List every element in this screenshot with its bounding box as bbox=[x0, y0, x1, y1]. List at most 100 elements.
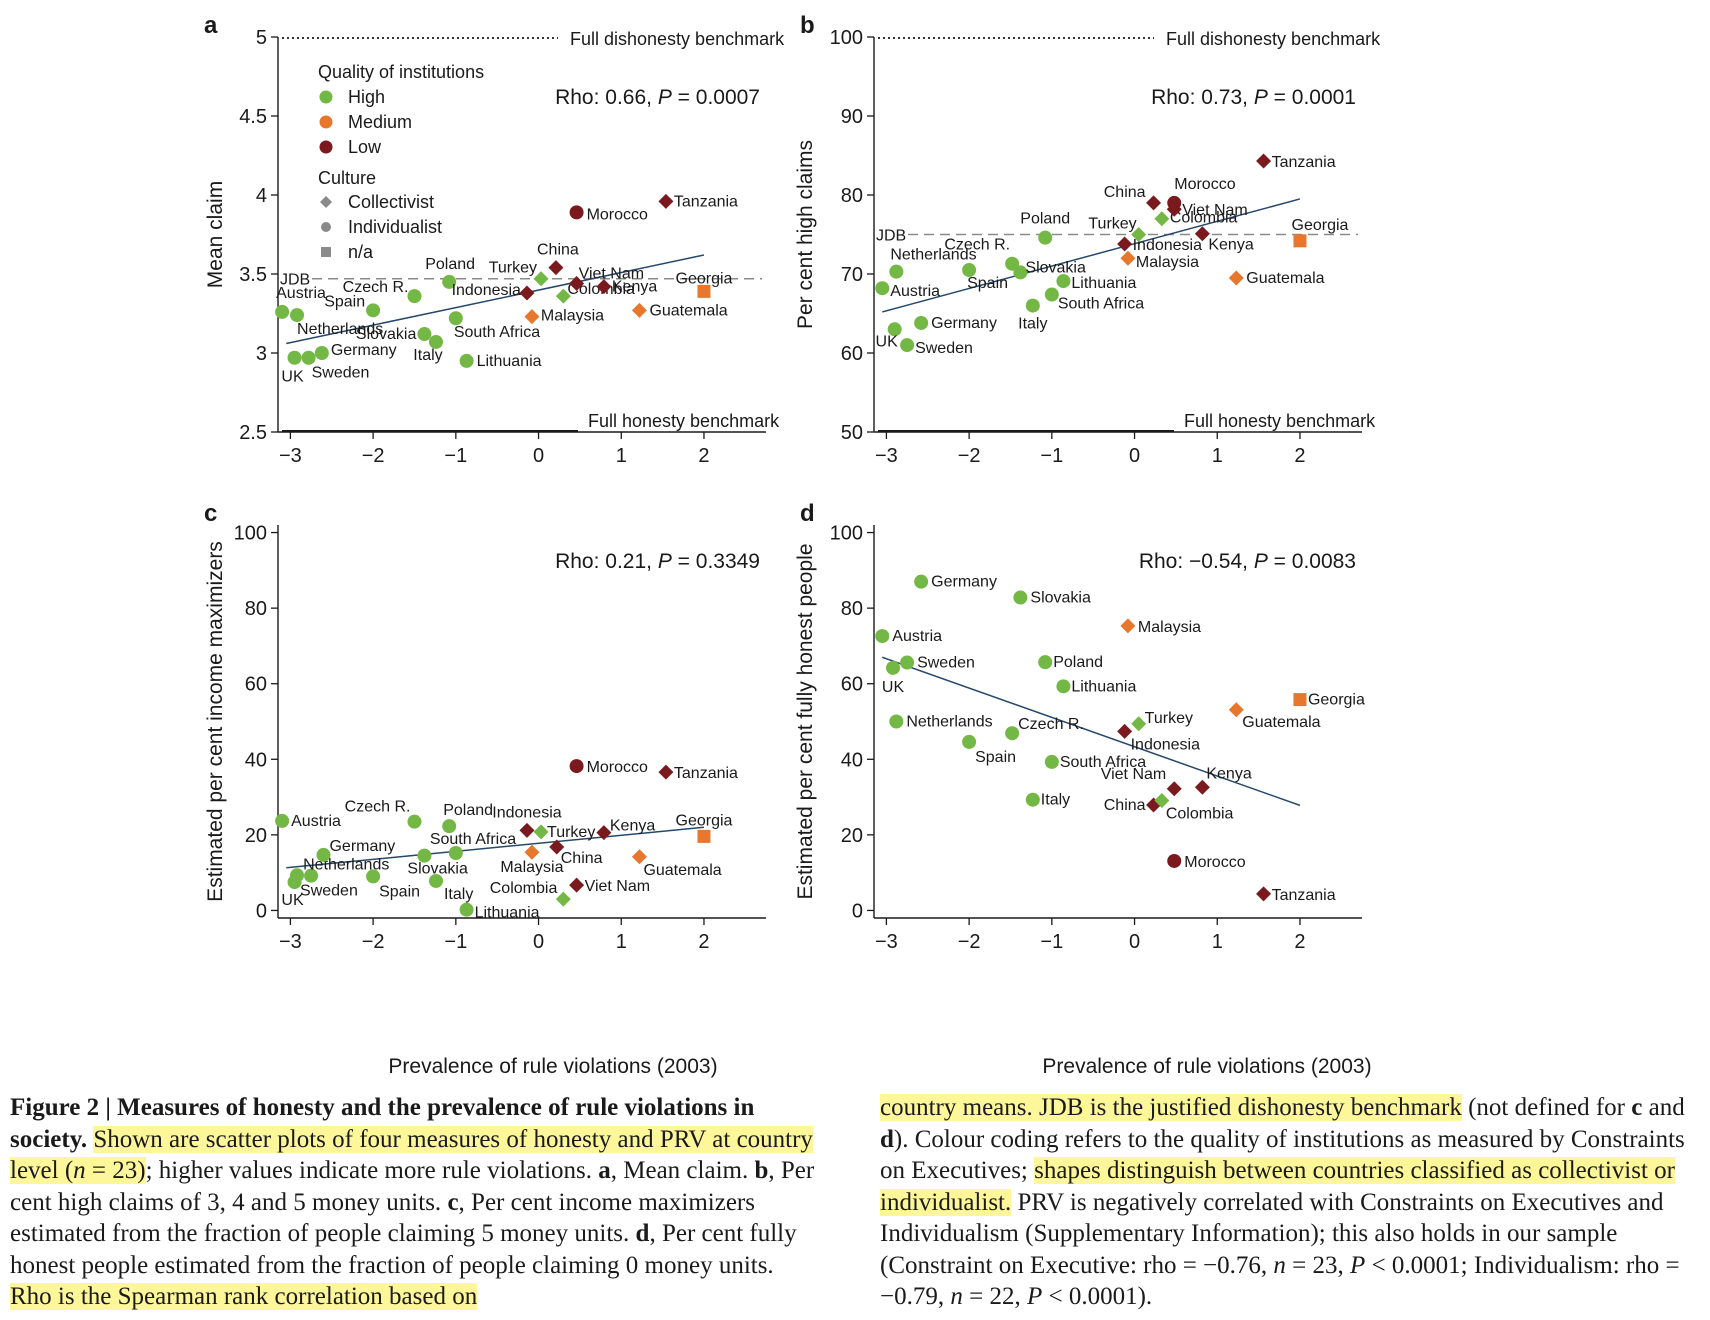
panel-c-point-lithuania bbox=[459, 902, 474, 917]
panel-d-point-czech-r bbox=[1005, 726, 1020, 741]
panel-b-label-guatemala: Guatemala bbox=[1246, 270, 1324, 287]
panel-a-point-malaysia bbox=[524, 309, 540, 325]
panel-c-y-tick-label: 80 bbox=[245, 598, 267, 620]
panel-b-point-viet-nam bbox=[1166, 201, 1182, 217]
panel-d-point-turkey bbox=[1131, 716, 1147, 732]
panel-d-y-tick-label: 0 bbox=[852, 900, 863, 922]
figure-2-scatter-panels: a 2.5 3 3.5 4 4.5 5 −3 −2 −1 0 1 2 Mean claim Full dis… bbox=[204, 12, 1381, 1078]
panel-a: a 2.5 3 3.5 4 4.5 5 −3 −2 −1 0 1 2 Mean claim Full dis… bbox=[204, 12, 785, 467]
panel-b: b 50 60 70 80 90 100 −3 −2 −1 0 1 2 Per cent high cla… bbox=[794, 12, 1381, 467]
caption-text-r4d: = 22, bbox=[962, 1283, 1027, 1310]
panel-a-label-czech-r: Czech R. bbox=[343, 279, 409, 296]
panel-b-label-viet-nam: Viet Nam bbox=[1182, 202, 1248, 219]
panel-d-point-germany bbox=[914, 574, 929, 589]
panel-a-label-turkey: Turkey bbox=[489, 260, 537, 277]
panel-b-point-uk bbox=[887, 322, 902, 337]
panel-c-point-morocco bbox=[569, 759, 584, 774]
panel-d-label-morocco: Morocco bbox=[1184, 854, 1245, 871]
panel-b-label-turkey: Turkey bbox=[1088, 216, 1136, 233]
panel-a-x-tick-label: 0 bbox=[533, 445, 544, 467]
legend-collectivist-label: Collectivist bbox=[348, 192, 434, 212]
panel-d-x-tick-label: −2 bbox=[958, 931, 981, 953]
panel-a-point-indonesia bbox=[519, 285, 535, 301]
caption-text-d: , Per cent fully honest people estimated… bbox=[10, 1220, 797, 1279]
panel-a-x-tick-label: −3 bbox=[279, 445, 302, 467]
panel-a-label-netherlands: Netherlands bbox=[297, 321, 383, 338]
panel-d-label-south-africa: South Africa bbox=[1060, 754, 1146, 771]
legend-collectivist-marker bbox=[320, 196, 332, 208]
panel-b-fit-line bbox=[882, 198, 1301, 313]
panel-a-label-malaysia: Malaysia bbox=[541, 308, 604, 325]
panel-d-label-china: China bbox=[1104, 797, 1146, 814]
panel-d-rho-annotation: Rho: −0.54, P = 0.0083 bbox=[1139, 550, 1356, 573]
panel-d-y-tick-label: 60 bbox=[841, 674, 863, 696]
panel-c-label-lithuania: Lithuania bbox=[475, 905, 540, 922]
caption-text-1b: = 23) bbox=[85, 1157, 146, 1184]
panel-c-x-tick-label: 1 bbox=[616, 931, 627, 953]
panel-d-point-kenya bbox=[1194, 779, 1210, 795]
panel-b-point-colombia bbox=[1154, 211, 1170, 227]
panel-a-point-colombia bbox=[555, 288, 571, 304]
panel-c-point-kenya bbox=[596, 825, 612, 841]
panel-b-label-lithuania: Lithuania bbox=[1071, 275, 1136, 292]
panel-d-label-slovakia: Slovakia bbox=[1030, 590, 1091, 607]
panel-d-y-tick-label: 20 bbox=[841, 825, 863, 847]
caption-text-a: , Mean claim. bbox=[610, 1157, 755, 1184]
panel-c-y-tick-label: 100 bbox=[234, 523, 267, 545]
panel-a-point-germany bbox=[314, 346, 329, 360]
panel-c-point-china bbox=[549, 839, 565, 855]
caption-label-c: c bbox=[447, 1188, 459, 1216]
panel-d-x-tick-label: 1 bbox=[1212, 931, 1223, 953]
panel-c-label-germany: Germany bbox=[329, 838, 395, 855]
panel-c-point-italy bbox=[428, 873, 443, 888]
panel-b-label: b bbox=[800, 12, 815, 39]
panel-c-y-tick-label: 60 bbox=[245, 674, 267, 696]
panel-d-label-spain: Spain bbox=[975, 749, 1016, 766]
caption-text-r4: PRV is negatively correlated with Constr… bbox=[880, 1188, 1664, 1279]
panel-d-point-guatemala bbox=[1228, 702, 1244, 718]
panel-d-point-austria bbox=[875, 629, 890, 644]
panel-c-y-tick-label: 40 bbox=[245, 749, 267, 771]
legend-quality-title: Quality of institutions bbox=[318, 62, 484, 82]
panel-c-point-poland bbox=[442, 819, 457, 834]
panel-c-y-tick-label: 0 bbox=[256, 900, 267, 922]
panel-b-point-slovakia bbox=[1013, 265, 1028, 280]
panel-a-dishonesty-benchmark-label: Full dishonesty benchmark bbox=[570, 29, 785, 49]
panel-a-point-spain bbox=[366, 303, 381, 318]
panel-d-point-georgia bbox=[1293, 693, 1307, 707]
caption-label-b: b bbox=[754, 1157, 769, 1184]
caption-r4-p: P bbox=[1350, 1251, 1366, 1279]
panel-a-label-poland: Poland bbox=[425, 256, 475, 273]
panel-a-y-tick-label: 4.5 bbox=[239, 106, 267, 128]
panel-a-label-germany: Germany bbox=[331, 342, 397, 359]
panel-d-y-tick-label: 100 bbox=[830, 523, 863, 545]
panel-c-point-slovakia bbox=[417, 848, 432, 863]
panel-c-label-uk: UK bbox=[281, 892, 304, 909]
panel-b-label-netherlands: Netherlands bbox=[890, 247, 976, 264]
panel-d-fit-line bbox=[882, 656, 1301, 807]
legend-low-marker bbox=[319, 140, 333, 154]
panel-a-point-china bbox=[548, 260, 564, 276]
legend-high-label: High bbox=[348, 87, 385, 107]
panel-d-label-kenya: Kenya bbox=[1206, 765, 1251, 782]
panel-c-label-colombia: Colombia bbox=[490, 880, 558, 897]
panel-b-label-colombia: Colombia bbox=[1170, 210, 1238, 227]
panel-a-point-south-africa bbox=[448, 311, 463, 326]
panel-a-y-axis-title: Mean claim bbox=[204, 181, 227, 288]
panel-d-point-tanzania bbox=[1256, 886, 1272, 902]
panel-b-label-malaysia: Malaysia bbox=[1136, 254, 1199, 271]
panel-d-point-lithuania bbox=[1056, 679, 1071, 694]
panel-b-label-china: China bbox=[1104, 184, 1146, 201]
panel-c-label-tanzania: Tanzania bbox=[674, 765, 738, 782]
panel-b-point-south-africa bbox=[1044, 287, 1059, 302]
panel-c-label-georgia: Georgia bbox=[676, 812, 733, 829]
panel-d-point-indonesia bbox=[1117, 723, 1133, 739]
panel-d-point-colombia bbox=[1154, 792, 1170, 808]
panel-b-point-czech-r bbox=[1005, 256, 1020, 271]
panel-d-x-tick-label: −1 bbox=[1040, 931, 1063, 953]
panel-c-point-spain bbox=[366, 869, 381, 884]
panel-b-point-china bbox=[1146, 195, 1162, 211]
panel-d-label-guatemala: Guatemala bbox=[1242, 714, 1320, 731]
panel-b-point-kenya bbox=[1194, 226, 1210, 242]
panel-a-point-uk bbox=[287, 350, 302, 365]
